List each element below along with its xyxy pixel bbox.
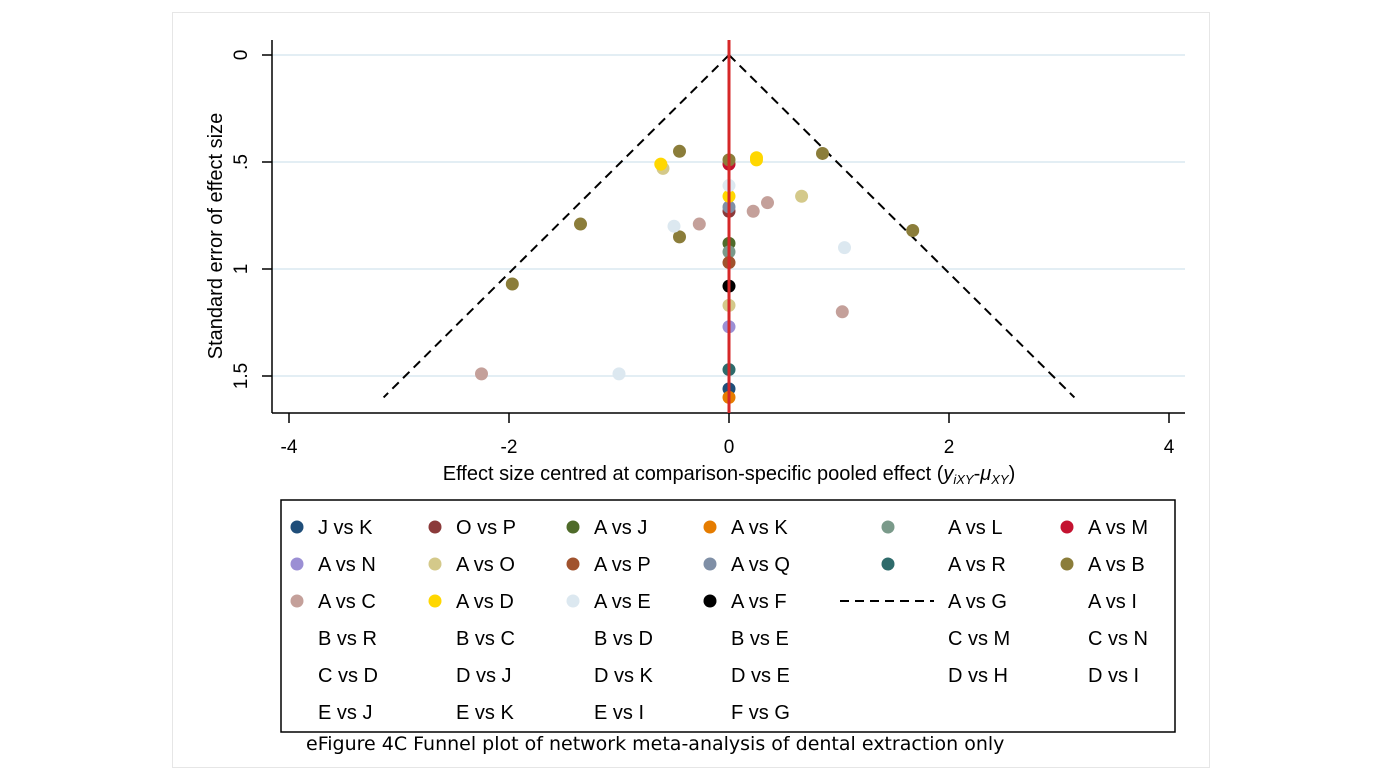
legend-label: C vs M: [948, 628, 1010, 650]
legend-label: D vs J: [456, 665, 512, 687]
legend-label: A vs I: [1088, 591, 1137, 613]
axes: -4 -2 0 2 4 0 .5 1 1.5: [231, 40, 1185, 458]
data-points: [475, 144, 920, 404]
legend-label: A vs L: [948, 517, 1002, 539]
data-point: [673, 144, 686, 158]
legend-marker: [290, 557, 304, 571]
legend-marker: [566, 594, 580, 608]
legend-label: A vs J: [594, 517, 647, 539]
legend-label: D vs K: [594, 665, 654, 687]
legend-marker: [1060, 520, 1074, 534]
figure-caption: eFigure 4C Funnel plot of network meta-a…: [306, 733, 1005, 755]
legend-marker: [703, 557, 717, 571]
legend-label: A vs R: [948, 554, 1006, 576]
y-tick-label: 1: [231, 264, 252, 275]
data-point: [654, 157, 668, 171]
legend-marker: [703, 520, 717, 534]
legend-label: A vs C: [318, 591, 376, 613]
x-tick-label: -4: [281, 437, 298, 458]
data-point: [750, 153, 763, 167]
legend-label: D vs I: [1088, 665, 1139, 687]
legend-label: A vs D: [456, 591, 514, 613]
y-axis-title: Standard error of effect size: [205, 113, 227, 359]
legend-marker: [290, 594, 304, 608]
legend-label: E vs J: [318, 702, 372, 724]
legend-label: A vs K: [731, 517, 788, 539]
funnel-line-left: [382, 54, 730, 399]
y-tick-label: 0: [231, 50, 252, 61]
legend-label: B vs R: [318, 628, 377, 650]
legend-label: O vs P: [456, 517, 516, 539]
legend: J vs K O vs P A vs J A vs K A vs L A vs M A vs…: [290, 517, 1148, 724]
legend-marker: [881, 557, 895, 571]
data-point: [673, 230, 686, 244]
legend-box: [280, 499, 1176, 733]
data-point: [692, 217, 706, 231]
x-tick-label: 2: [944, 437, 955, 458]
legend-marker: [428, 520, 442, 534]
funnel-lines: [382, 54, 1076, 399]
data-point: [667, 219, 681, 233]
legend-label: B vs E: [731, 628, 789, 650]
legend-label: A vs G: [948, 591, 1007, 613]
data-point: [795, 189, 809, 203]
figure-frame: [172, 12, 1210, 768]
data-point: [612, 367, 626, 381]
legend-label: C vs N: [1088, 628, 1148, 650]
legend-label: A vs B: [1088, 554, 1145, 576]
data-point: [574, 217, 587, 231]
y-tick-label: .5: [231, 154, 252, 170]
legend-label: B vs C: [456, 628, 515, 650]
legend-marker: [428, 557, 442, 571]
x-tick-label: 0: [724, 437, 735, 458]
data-point: [838, 241, 851, 255]
data-point: [746, 204, 760, 218]
funnel-line-right: [728, 54, 1076, 399]
y-tick-label: 1.5: [231, 363, 252, 389]
legend-marker: [703, 594, 717, 608]
data-point: [835, 305, 849, 319]
legend-label: A vs P: [594, 554, 651, 576]
legend-label: F vs G: [731, 702, 790, 724]
legend-label: A vs N: [318, 554, 376, 576]
legend-label: C vs D: [318, 665, 378, 687]
legend-label: D vs E: [731, 665, 790, 687]
data-point: [475, 367, 488, 381]
legend-marker: [881, 520, 895, 534]
legend-label: A vs M: [1088, 517, 1148, 539]
legend-marker: [290, 520, 304, 534]
legend-label: E vs I: [594, 702, 644, 724]
legend-label: E vs K: [456, 702, 514, 724]
legend-label: D vs H: [948, 665, 1008, 687]
data-point: [816, 146, 829, 160]
legend-label: A vs Q: [731, 554, 790, 576]
x-axis-title: Effect size centred at comparison-specif…: [443, 463, 1016, 487]
legend-marker: [566, 557, 580, 571]
data-point: [505, 277, 519, 291]
legend-marker: [428, 594, 442, 608]
data-point: [761, 196, 774, 210]
legend-label: A vs O: [456, 554, 515, 576]
x-tick-label: -2: [501, 437, 518, 458]
data-point: [906, 223, 920, 237]
legend-label: B vs D: [594, 628, 653, 650]
legend-label: A vs F: [731, 591, 787, 613]
legend-label: J vs K: [318, 517, 373, 539]
x-tick-label: 4: [1164, 437, 1175, 458]
legend-marker: [1060, 557, 1074, 571]
legend-marker: [566, 520, 580, 534]
legend-label: A vs E: [594, 591, 651, 613]
